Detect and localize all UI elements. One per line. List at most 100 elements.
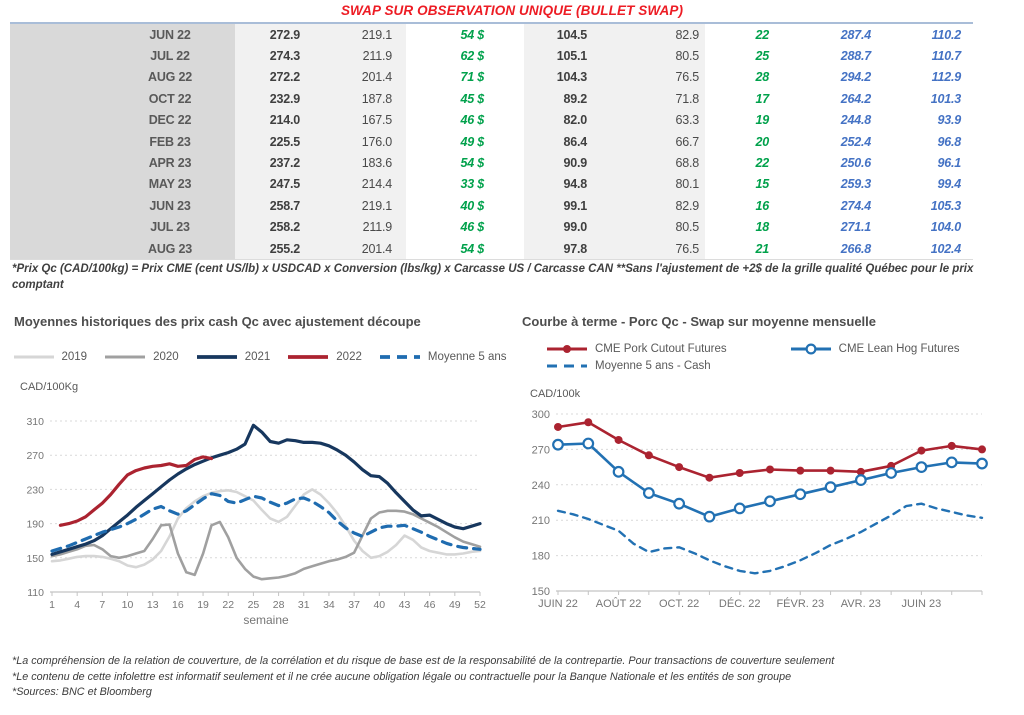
svg-text:49: 49 — [449, 599, 461, 611]
disclaimer-footer: *La compréhension de la relation de couv… — [12, 654, 1017, 701]
month-cell: AUG 22 — [10, 66, 235, 89]
value-cell: 63.3 — [609, 109, 705, 131]
svg-text:JUIN 23: JUIN 23 — [902, 598, 942, 610]
value-cell: 54 $ — [406, 24, 524, 46]
month-cell: AUG 23 — [10, 237, 235, 260]
value-cell: 255.2 — [235, 237, 313, 260]
legend-label: 2020 — [153, 351, 179, 363]
value-cell: 46 $ — [406, 216, 524, 238]
value-cell: 99.4 — [877, 173, 973, 196]
legend-line-swatch-icon — [286, 351, 330, 363]
value-cell: 104.3 — [524, 66, 609, 89]
value-cell: 244.8 — [777, 109, 877, 131]
legend-line-swatch-icon — [545, 343, 589, 355]
value-cell: 272.2 — [235, 66, 313, 89]
table-row: JUN 23 258.7 219.1 40 $99.1 82.9 16 274.4 105.3 — [10, 195, 973, 217]
value-cell: 287.4 — [777, 24, 877, 46]
legend-label: CME Lean Hog Futures — [838, 343, 960, 355]
legend-line-swatch-icon — [378, 351, 422, 363]
value-cell: 33 $ — [406, 173, 524, 196]
svg-text:JUIN 22: JUIN 22 — [538, 598, 578, 610]
footer-line: *Sources: BNC et Bloomberg — [12, 686, 152, 698]
value-cell: 49 $ — [406, 130, 524, 153]
value-cell: 214.4 — [313, 173, 406, 196]
value-cell: 28 — [705, 66, 777, 89]
svg-text:270: 270 — [532, 444, 550, 456]
value-cell: 25 — [705, 45, 777, 67]
value-cell: 71 $ — [406, 66, 524, 89]
legend-label: 2022 — [336, 351, 362, 363]
value-cell: 294.2 — [777, 66, 877, 89]
forward-curve-chart: 150 180 210 240 270 300 JUIN 22 AOÛT 22 OCT. 22 D… — [532, 409, 988, 610]
value-cell: 104.5 — [524, 24, 609, 46]
value-cell: 110.7 — [877, 45, 973, 67]
value-cell: 96.1 — [877, 152, 973, 174]
svg-text:190: 190 — [26, 519, 44, 531]
legend-row: CME Pork Cutout Futures CME Lean Hog Futu… — [545, 343, 1015, 355]
legend-item: 2020 — [103, 351, 179, 363]
legend-item: 2021 — [195, 351, 271, 363]
value-cell: 167.5 — [313, 109, 406, 131]
svg-text:310: 310 — [26, 416, 44, 428]
value-cell: 99.1 — [524, 195, 609, 217]
legend-item: Moyenne 5 ans — [378, 351, 507, 363]
legend-item: CME Pork Cutout Futures — [545, 343, 727, 355]
value-cell: 271.1 — [777, 216, 877, 238]
swap-price-table: JUN 22 272.9 219.1 54 $104.5 82.9 22 287.4 110.… — [10, 22, 973, 261]
value-cell: 252.4 — [777, 130, 877, 153]
right-chart-unit-label: CAD/100k — [530, 388, 581, 400]
value-cell: 237.2 — [235, 152, 313, 174]
value-cell: 96.8 — [877, 130, 973, 153]
svg-text:34: 34 — [323, 599, 335, 611]
right-chart-legend: CME Pork Cutout Futures CME Lean Hog Futu… — [545, 343, 1015, 377]
value-cell: 259.3 — [777, 173, 877, 196]
footer-line: *Le contenu de cette infolettre est info… — [12, 670, 792, 683]
value-cell: 110.2 — [877, 24, 973, 46]
svg-text:37: 37 — [348, 599, 360, 611]
value-cell: 46 $ — [406, 109, 524, 131]
value-cell: 232.9 — [235, 88, 313, 110]
svg-text:31: 31 — [298, 599, 310, 611]
table-row: DEC 22 214.0 167.5 46 $82.0 63.3 19 244.8 93.9 — [10, 109, 973, 131]
value-cell: 211.9 — [313, 45, 406, 67]
svg-text:22: 22 — [222, 599, 234, 611]
value-cell: 15 — [705, 173, 777, 196]
value-cell: 219.1 — [313, 195, 406, 217]
value-cell: 80.5 — [609, 216, 705, 238]
legend-line-swatch-icon — [12, 351, 56, 363]
value-cell: 258.7 — [235, 195, 313, 217]
month-cell: JUL 22 — [10, 45, 235, 67]
footer-line: *La compréhension de la relation de couv… — [12, 655, 835, 667]
month-cell: OCT 22 — [10, 88, 235, 110]
table-footnote: *Prix Qc (CAD/100kg) = Prix CME (cent US… — [12, 263, 974, 291]
value-cell: 86.4 — [524, 130, 609, 153]
svg-text:13: 13 — [147, 599, 159, 611]
legend-row: Moyenne 5 ans - Cash — [545, 360, 1015, 372]
table-row: FEB 23 225.5 176.0 49 $86.4 66.7 20 252.4 96.8 — [10, 130, 973, 153]
value-cell: 264.2 — [777, 88, 877, 110]
legend-label: Moyenne 5 ans — [427, 351, 507, 363]
value-cell: 45 $ — [406, 88, 524, 110]
legend-label: 2021 — [244, 351, 271, 363]
svg-text:semaine: semaine — [243, 613, 289, 627]
value-cell: 17 — [705, 88, 777, 110]
value-cell: 274.4 — [777, 195, 877, 217]
svg-text:110: 110 — [27, 587, 44, 599]
svg-text:7: 7 — [99, 599, 105, 611]
historical-cash-price-chart: 110 150 190 230 270 310 1 4 7 10 13 16 19 22 25 28 31 34 3… — [26, 416, 486, 627]
value-cell: 99.0 — [524, 216, 609, 238]
value-cell: 80.1 — [609, 173, 705, 196]
value-cell: 93.9 — [877, 109, 973, 131]
value-cell: 266.8 — [777, 237, 877, 260]
value-cell: 82.0 — [524, 109, 609, 131]
value-cell: 112.9 — [877, 66, 973, 89]
value-cell: 22 — [705, 152, 777, 174]
svg-text:43: 43 — [399, 599, 411, 611]
value-cell: 247.5 — [235, 173, 313, 196]
value-cell: 219.1 — [313, 24, 406, 46]
value-cell: 211.9 — [313, 216, 406, 238]
value-cell: 40 $ — [406, 195, 524, 217]
value-cell: 101.3 — [877, 88, 973, 110]
value-cell: 19 — [705, 109, 777, 131]
